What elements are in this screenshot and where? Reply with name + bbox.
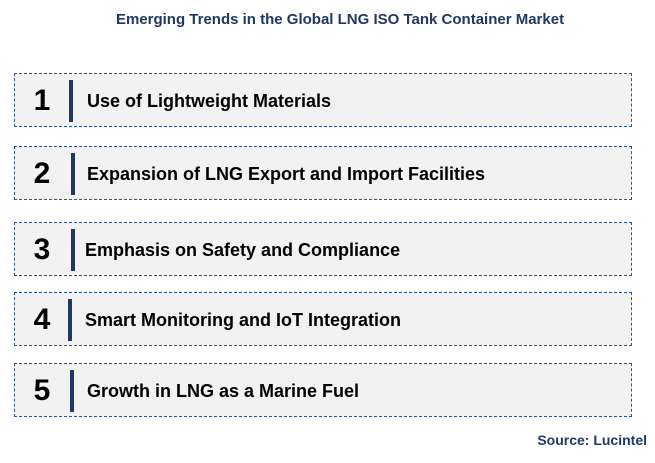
trend-divider	[70, 370, 74, 412]
trend-item-5: 5 Growth in LNG as a Marine Fuel	[14, 363, 632, 417]
trend-divider	[71, 229, 75, 271]
trend-label: Smart Monitoring and IoT Integration	[85, 310, 401, 330]
trend-item-4: 4 Smart Monitoring and IoT Integration	[14, 292, 632, 346]
trend-label: Expansion of LNG Export and Import Facil…	[87, 164, 486, 184]
diagram-title: Emerging Trends in the Global LNG ISO Ta…	[115, 11, 565, 28]
trend-item-2: 2 Expansion of LNG Export and Import Fac…	[14, 146, 632, 200]
source-credit: Source: Lucintel	[537, 432, 647, 448]
trend-divider	[69, 80, 73, 122]
trend-number: 1	[33, 84, 51, 117]
trend-label: Use of Lightweight Materials	[87, 91, 332, 111]
trend-divider	[71, 153, 75, 195]
trend-label: Growth in LNG as a Marine Fuel	[87, 381, 360, 401]
trend-number: 5	[33, 374, 51, 407]
trend-number: 3	[33, 233, 51, 266]
trend-label: Emphasis on Safety and Compliance	[85, 240, 401, 260]
trend-number: 4	[33, 303, 51, 336]
trend-number: 2	[33, 157, 51, 190]
trend-item-3: 3 Emphasis on Safety and Compliance	[14, 222, 632, 276]
trend-divider	[68, 299, 72, 341]
trend-item-1: 1 Use of Lightweight Materials	[14, 73, 632, 127]
